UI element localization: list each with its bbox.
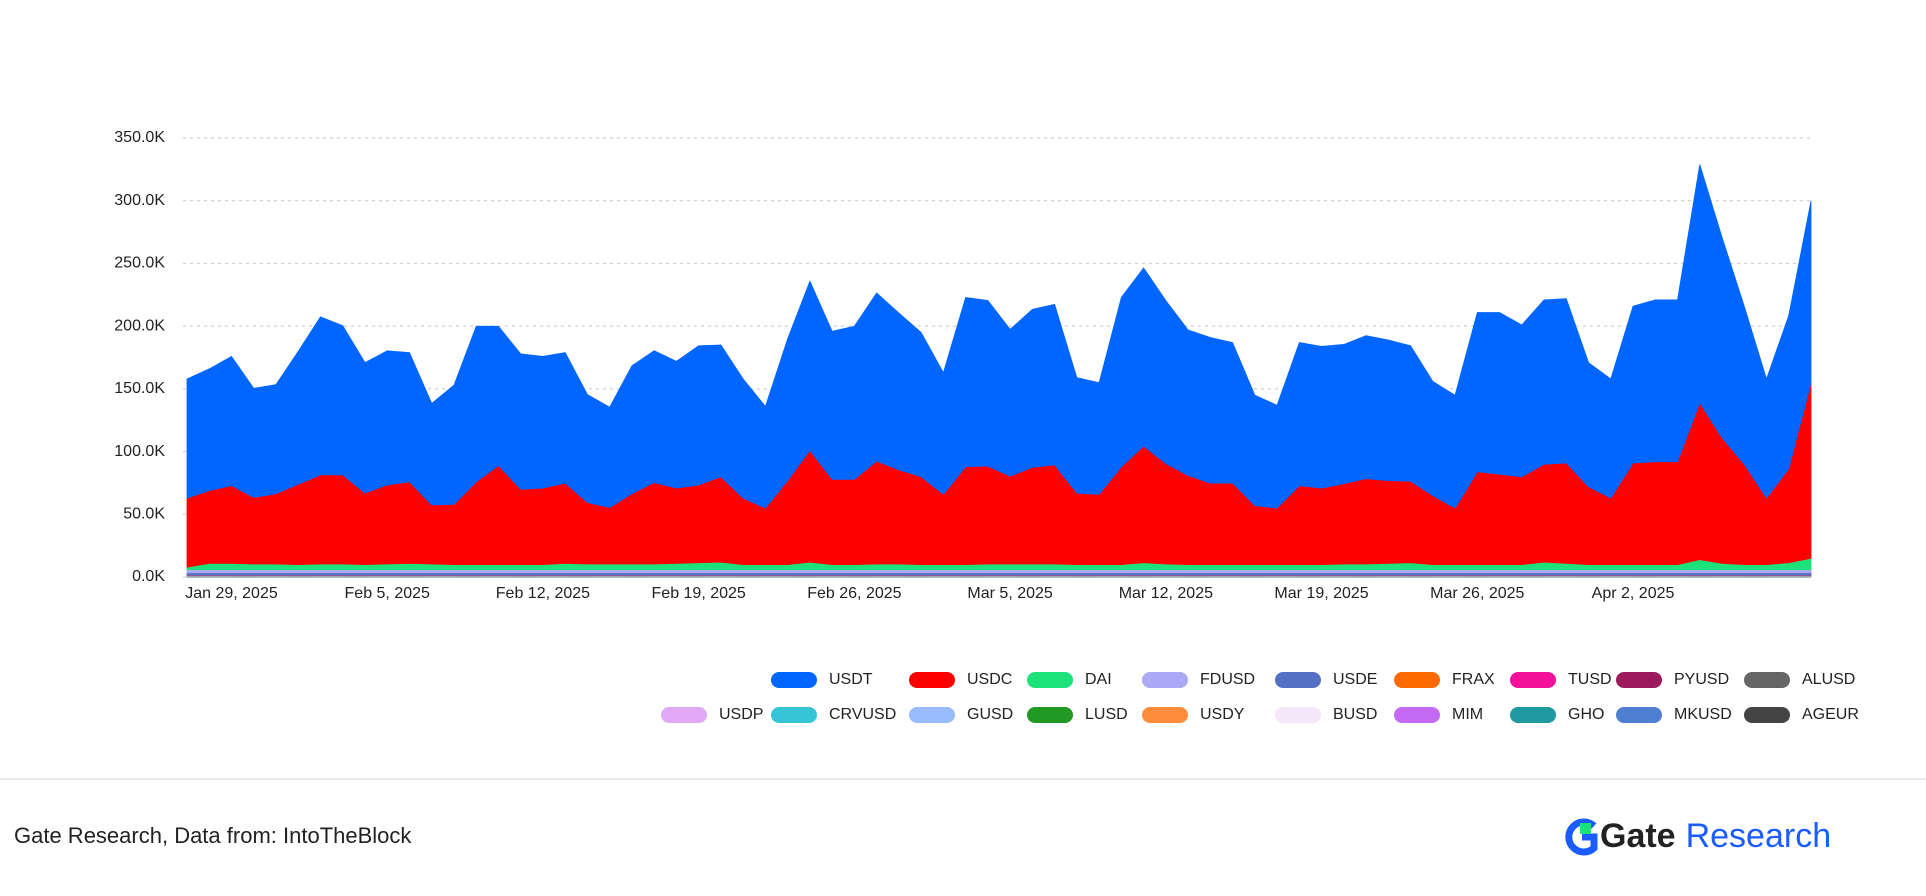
legend-label: AGEUR <box>1802 706 1859 723</box>
legend-swatch <box>1616 672 1662 688</box>
legend-swatch <box>1394 672 1440 688</box>
legend-swatch <box>1510 672 1556 688</box>
x-tick-label: Feb 19, 2025 <box>652 585 746 602</box>
legend-label: CRVUSD <box>829 706 896 723</box>
legend-label: MKUSD <box>1674 706 1732 723</box>
source-note: Gate Research, Data from: IntoTheBlock <box>14 823 412 848</box>
legend-label: PYUSD <box>1674 671 1729 688</box>
x-tick-label: Apr 2, 2025 <box>1592 585 1675 602</box>
legend-swatch <box>1027 672 1073 688</box>
x-tick-label: Mar 19, 2025 <box>1274 585 1368 602</box>
y-tick-label: 300.0K <box>114 192 165 209</box>
legend-swatch <box>661 707 707 723</box>
y-tick-label: 100.0K <box>114 443 165 460</box>
plot-area: 0.0K 50.0K 100.0K 150.0K 200.0K 250.0K 300.0K 3… <box>114 129 1812 602</box>
legend-label: FDUSD <box>1200 671 1255 688</box>
legend-label: BUSD <box>1333 706 1377 723</box>
legend-swatch <box>1616 707 1662 723</box>
legend-label: LUSD <box>1085 706 1128 723</box>
legend: USDT USDC DAI FDUSD USDE FRAX TUSD PYUSD ALUSD US… <box>661 671 1859 723</box>
y-tick-label: 150.0K <box>114 380 165 397</box>
legend-swatch <box>909 672 955 688</box>
legend-label: USDP <box>719 706 763 723</box>
legend-swatch <box>1027 707 1073 723</box>
legend-label: DAI <box>1085 671 1112 688</box>
legend-swatch <box>909 707 955 723</box>
legend-label: USDC <box>967 671 1012 688</box>
x-tick-label: Feb 12, 2025 <box>496 585 590 602</box>
legend-label: USDE <box>1333 671 1377 688</box>
legend-swatch <box>771 707 817 723</box>
y-tick-label: 50.0K <box>123 506 165 523</box>
legend-swatch <box>1275 672 1321 688</box>
area <box>186 569 1812 574</box>
x-tick-label: Feb 5, 2025 <box>345 585 431 602</box>
y-tick-label: 0.0K <box>132 568 165 585</box>
legend-label: FRAX <box>1452 671 1495 688</box>
logo-icon <box>1565 818 1598 856</box>
y-tick-label: 350.0K <box>114 129 165 146</box>
legend-swatch <box>1275 707 1321 723</box>
legend-label: MIM <box>1452 706 1483 723</box>
legend-swatch <box>1142 672 1188 688</box>
x-tick-label: Mar 12, 2025 <box>1119 585 1213 602</box>
y-tick-label: 250.0K <box>114 255 165 272</box>
legend-label: USDY <box>1200 706 1245 723</box>
legend-label: GUSD <box>967 706 1013 723</box>
x-tick-label: Jan 29, 2025 <box>185 585 278 602</box>
x-tick-label: Feb 26, 2025 <box>807 585 901 602</box>
area <box>186 164 1812 509</box>
legend-swatch <box>1142 707 1188 723</box>
legend-label: TUSD <box>1568 671 1612 688</box>
legend-label: ALUSD <box>1802 671 1855 688</box>
x-tick-label: Mar 26, 2025 <box>1430 585 1524 602</box>
legend-swatch <box>1510 707 1556 723</box>
legend-swatch <box>771 672 817 688</box>
logo-name: Gate <box>1600 817 1676 855</box>
x-tick-label: Mar 5, 2025 <box>967 585 1052 602</box>
logo-suffix: Research <box>1686 817 1832 855</box>
legend-label: USDT <box>829 671 873 688</box>
legend-swatch <box>1744 707 1790 723</box>
legend-swatch <box>1394 707 1440 723</box>
legend-swatch <box>1744 672 1790 688</box>
y-tick-label: 200.0K <box>114 317 165 334</box>
legend-label: GHO <box>1568 706 1604 723</box>
